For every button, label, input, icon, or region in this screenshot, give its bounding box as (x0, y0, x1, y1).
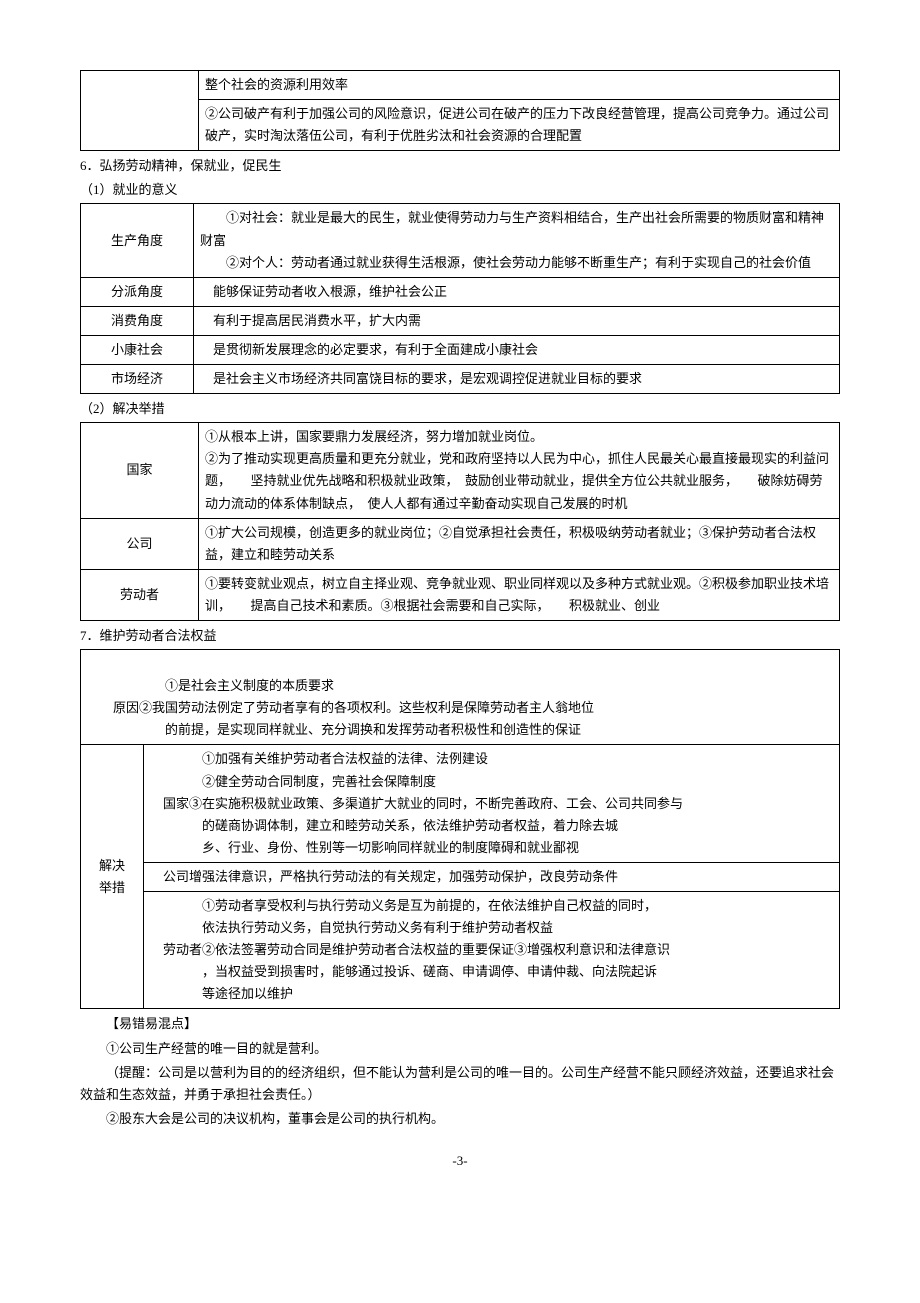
cell-content: ①扩大公司规模，创造更多的就业岗位；②自觉承担社会责任，积极吸纳劳动者就业；③保… (199, 518, 840, 569)
cell-label: 小康社会 (81, 335, 194, 364)
table-row: 公司 ①扩大公司规模，创造更多的就业岗位；②自觉承担社会责任，积极吸纳劳动者就业… (81, 518, 840, 569)
cell-label: 劳动者 (81, 569, 199, 620)
mix-point-2: ②股东大会是公司的决议机构，董事会是公司的执行机构。 (80, 1108, 840, 1130)
cell-company: 公司增强法律意识，严格执行劳动法的有关规定，加强劳动保护，改良劳动条件 (144, 862, 840, 891)
table-row: 分派角度 能够保证劳动者收入根源，维护社会公正 (81, 277, 840, 306)
table-solution-measures: 国家 ①从根本上讲，国家要鼎力发展经济，努力增加就业岗位。 ②为了推动实现更高质… (80, 422, 840, 621)
cell-content: 有利于提高居民消费水平，扩大内需 (194, 306, 840, 335)
cell-content: 是贯彻新发展理念的必定要求，有利于全面建成小康社会 (194, 335, 840, 364)
cell-label: 消费角度 (81, 306, 194, 335)
cell-label: 市场经济 (81, 365, 194, 394)
table-employment-meaning: 生产角度 ①对社会：就业是最大的民生，就业使得劳动力与生产资料相结合，生产出社会… (80, 203, 840, 394)
cell-content: ①要转变就业观点，树立自主择业观、竞争就业观、职业同样观以及多种方式就业观。②积… (199, 569, 840, 620)
cell-content: ②公司破产有利于加强公司的风险意识，促进公司在破产的压力下改良经营管理，提高公司… (199, 100, 840, 151)
mix-note-1-text: （提醒：公司是以营利为目的的经济组织，但不能认为营利是公司的唯一目的。公司生产经… (80, 1065, 834, 1102)
cell-solution-label: 解决 举措 (81, 745, 144, 1009)
cell-worker: ①劳动者享受权利与执行劳动义务是互为前提的，在依法维护自己权益的同时， 依法执行… (144, 892, 840, 1009)
table-row: 消费角度 有利于提高居民消费水平，扩大内需 (81, 306, 840, 335)
cell-nation: ①加强有关维护劳动者合法权益的法律、法例建设 ②健全劳动合同制度，完善社会保障制… (144, 745, 840, 862)
cell-label: 国家 (81, 423, 199, 518)
mix-note-1: （提醒：公司是以营利为目的的经济组织，但不能认为营利是公司的唯一目的。公司生产经… (80, 1062, 840, 1106)
table-row: 小康社会 是贯彻新发展理念的必定要求，有利于全面建成小康社会 (81, 335, 840, 364)
cell-label: 公司 (81, 518, 199, 569)
cell-content: 能够保证劳动者收入根源，维护社会公正 (194, 277, 840, 306)
heading-7: 7．维护劳动者合法权益 (80, 625, 840, 647)
mix-title: 【易错易混点】 (80, 1013, 840, 1035)
cell-content: 是社会主义市场经济共同富饶目标的要求，是宏观调控促进就业目标的要求 (194, 365, 840, 394)
cell-content: ①从根本上讲，国家要鼎力发展经济，努力增加就业岗位。 ②为了推动实现更高质量和更… (199, 423, 840, 518)
cell-content: ①对社会：就业是最大的民生，就业使得劳动力与生产资料相结合，生产出社会所需要的物… (194, 204, 840, 277)
cell-reason: ①是社会主义制度的本质要求 原因②我国劳动法例定了劳动者享有的各项权利。这些权利… (81, 650, 840, 745)
table-row: 整个社会的资源利用效率 (81, 71, 840, 100)
table-row: 劳动者 ①要转变就业观点，树立自主择业观、竞争就业观、职业同样观以及多种方式就业… (81, 569, 840, 620)
table-row: ①是社会主义制度的本质要求 原因②我国劳动法例定了劳动者享有的各项权利。这些权利… (81, 650, 840, 745)
table-row: 解决 举措 ①加强有关维护劳动者合法权益的法律、法例建设 ②健全劳动合同制度，完… (81, 745, 840, 862)
subheading-6-1: （1）就业的意义 (80, 179, 840, 201)
heading-6: 6．弘扬劳动精神，保就业，促民生 (80, 155, 840, 177)
cell-label: 分派角度 (81, 277, 194, 306)
mix-point-1: ①公司生产经营的唯一目的就是营利。 (80, 1038, 840, 1060)
subheading-6-2: （2）解决举措 (80, 398, 840, 420)
table-row: 国家 ①从根本上讲，国家要鼎力发展经济，努力增加就业岗位。 ②为了推动实现更高质… (81, 423, 840, 518)
cell-content: 整个社会的资源利用效率 (199, 71, 840, 100)
cell-label: 生产角度 (81, 204, 194, 277)
table-row: ①劳动者享受权利与执行劳动义务是互为前提的，在依法维护自己权益的同时， 依法执行… (81, 892, 840, 1009)
table-row: 市场经济 是社会主义市场经济共同富饶目标的要求，是宏观调控促进就业目标的要求 (81, 365, 840, 394)
page-number: -3- (80, 1150, 840, 1172)
table-rights: ①是社会主义制度的本质要求 原因②我国劳动法例定了劳动者享有的各项权利。这些权利… (80, 649, 840, 1009)
cell-empty (81, 71, 199, 151)
table-resource-efficiency: 整个社会的资源利用效率 ②公司破产有利于加强公司的风险意识，促进公司在破产的压力… (80, 70, 840, 151)
table-row: 公司增强法律意识，严格执行劳动法的有关规定，加强劳动保护，改良劳动条件 (81, 862, 840, 891)
table-row: 生产角度 ①对社会：就业是最大的民生，就业使得劳动力与生产资料相结合，生产出社会… (81, 204, 840, 277)
